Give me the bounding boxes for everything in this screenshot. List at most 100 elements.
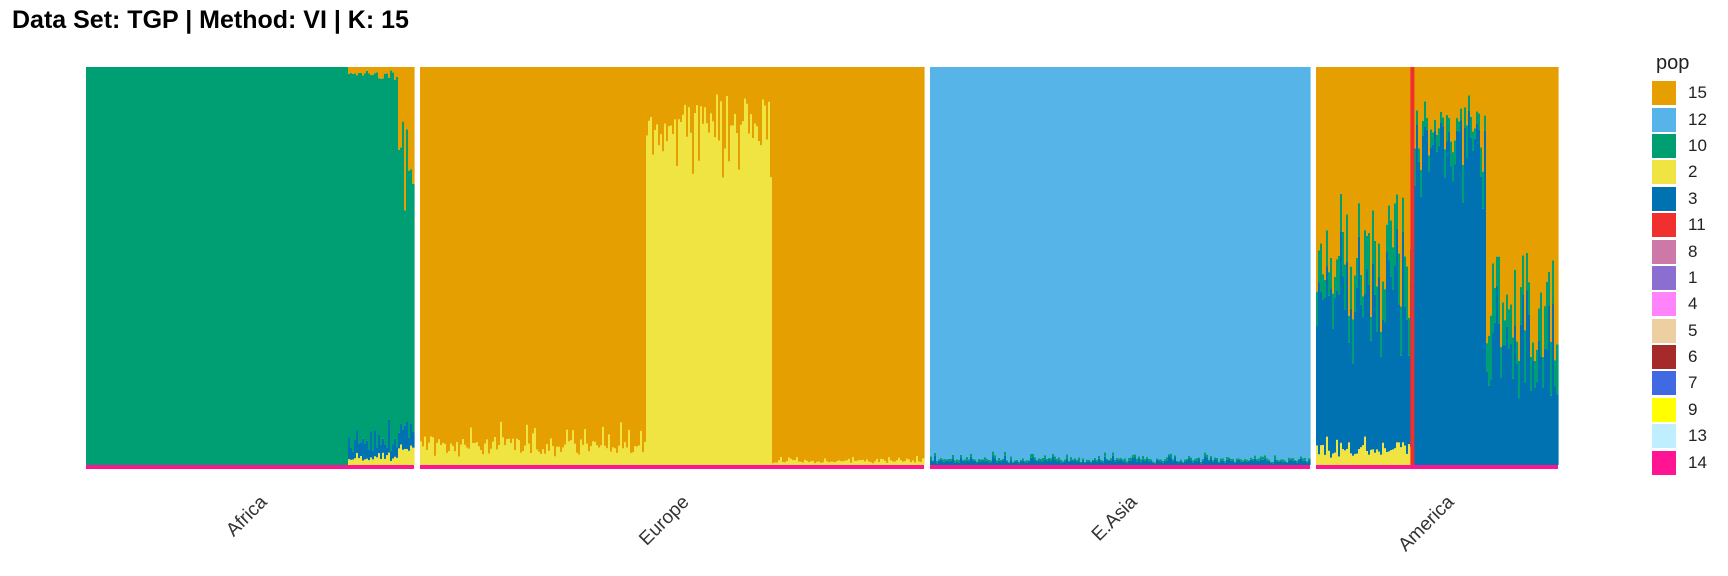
bar-segment xyxy=(344,67,347,465)
bar-segment xyxy=(524,67,527,446)
bar-segment xyxy=(314,67,317,465)
bar-segment xyxy=(144,67,147,465)
bar-segment xyxy=(1432,144,1435,465)
bar-segment xyxy=(898,457,901,465)
bar-segment xyxy=(1492,332,1495,465)
bar-segment xyxy=(1302,458,1305,461)
bar-segment xyxy=(856,460,859,465)
bar-segment xyxy=(354,67,357,74)
bar-segment xyxy=(1432,67,1435,133)
legend-label: 4 xyxy=(1688,294,1698,314)
bar-segment xyxy=(150,67,153,465)
bar-segment xyxy=(1444,149,1447,178)
bar-segment xyxy=(1016,459,1019,462)
bar-segment xyxy=(976,461,979,463)
bar-segment xyxy=(632,67,635,453)
bar-segment xyxy=(566,67,569,430)
bar-segment xyxy=(1080,461,1083,463)
bar-segment xyxy=(354,73,357,440)
bar-segment xyxy=(1082,67,1085,459)
bar-segment xyxy=(1424,67,1427,102)
bar-segment xyxy=(664,67,667,124)
bar-segment xyxy=(1554,360,1557,387)
bar-segment xyxy=(1022,67,1025,459)
bar-segment xyxy=(954,460,957,463)
bar-segment xyxy=(910,462,913,465)
bar-segment xyxy=(1480,177,1483,465)
bar-segment xyxy=(1458,131,1461,465)
bar-segment xyxy=(166,67,169,465)
bar-segment xyxy=(534,428,537,465)
bar-segment xyxy=(754,123,757,465)
bar-segment xyxy=(368,460,371,465)
bar-segment xyxy=(1188,458,1191,465)
bar-segment xyxy=(802,67,805,463)
bar-segment xyxy=(1012,461,1015,463)
bar-segment xyxy=(844,67,847,461)
bar-segment xyxy=(1534,67,1537,361)
bar-segment xyxy=(422,67,425,447)
bar-segment xyxy=(190,67,193,465)
bar-segment xyxy=(1080,462,1083,465)
bar-segment xyxy=(540,453,543,465)
legend-item: 11 xyxy=(1652,212,1707,238)
bar-segment xyxy=(634,446,637,465)
bar-segment xyxy=(858,460,861,465)
bar-segment xyxy=(1294,67,1297,460)
bar-segment xyxy=(608,67,611,435)
bar-segment xyxy=(1288,67,1291,458)
bar-segment xyxy=(998,460,1001,465)
bar-segment xyxy=(1438,145,1441,465)
bar-segment xyxy=(792,460,795,465)
bar-segment xyxy=(1488,67,1491,336)
bar-segment xyxy=(646,67,649,136)
bar-segment xyxy=(384,67,387,74)
bar-segment xyxy=(1344,309,1347,451)
bar-segment xyxy=(784,462,787,465)
bar-segment xyxy=(1106,67,1109,459)
bar-segment xyxy=(1282,462,1285,465)
bar-segment xyxy=(640,430,643,465)
bar-segment xyxy=(362,67,365,76)
bar-segment xyxy=(786,67,789,462)
bar-segment xyxy=(438,67,441,440)
bar-segment xyxy=(466,447,469,465)
bar-segment xyxy=(528,443,531,465)
bar-segment xyxy=(1468,67,1471,96)
bar-segment xyxy=(308,67,311,465)
bar-segment xyxy=(1100,459,1103,462)
bar-segment xyxy=(1182,462,1185,465)
bar-segment xyxy=(258,67,261,465)
bar-segment xyxy=(520,452,523,465)
bar-segment xyxy=(1378,276,1381,452)
bar-segment xyxy=(382,438,385,453)
bar-segment xyxy=(380,444,383,459)
bar-segment xyxy=(118,67,121,465)
bar-segment xyxy=(896,67,899,461)
bar-segment xyxy=(920,462,923,465)
bar-segment xyxy=(522,450,525,465)
bar-segment xyxy=(186,67,189,465)
bar-segment xyxy=(212,67,215,465)
bar-segment xyxy=(1166,67,1169,458)
bar-segment xyxy=(600,445,603,465)
bar-segment xyxy=(546,67,549,445)
bar-segment xyxy=(1484,115,1487,131)
bar-segment xyxy=(1228,457,1231,460)
bar-segment xyxy=(1184,461,1187,465)
bar-segment xyxy=(1372,449,1375,465)
bar-segment xyxy=(1336,259,1339,291)
bar-segment xyxy=(456,67,459,443)
bar-segment xyxy=(610,67,613,452)
bar-segment xyxy=(1258,67,1261,459)
bar-segment xyxy=(626,67,629,448)
bar-segment xyxy=(728,161,731,465)
bar-segment xyxy=(1058,460,1061,465)
bar-segment xyxy=(1070,460,1073,465)
bar-segment xyxy=(1216,457,1219,461)
bar-segment xyxy=(362,460,365,465)
bar-segment xyxy=(1108,460,1111,465)
bar-segment xyxy=(834,462,837,465)
bar-segment xyxy=(1376,286,1379,332)
bar-segment xyxy=(604,67,607,446)
